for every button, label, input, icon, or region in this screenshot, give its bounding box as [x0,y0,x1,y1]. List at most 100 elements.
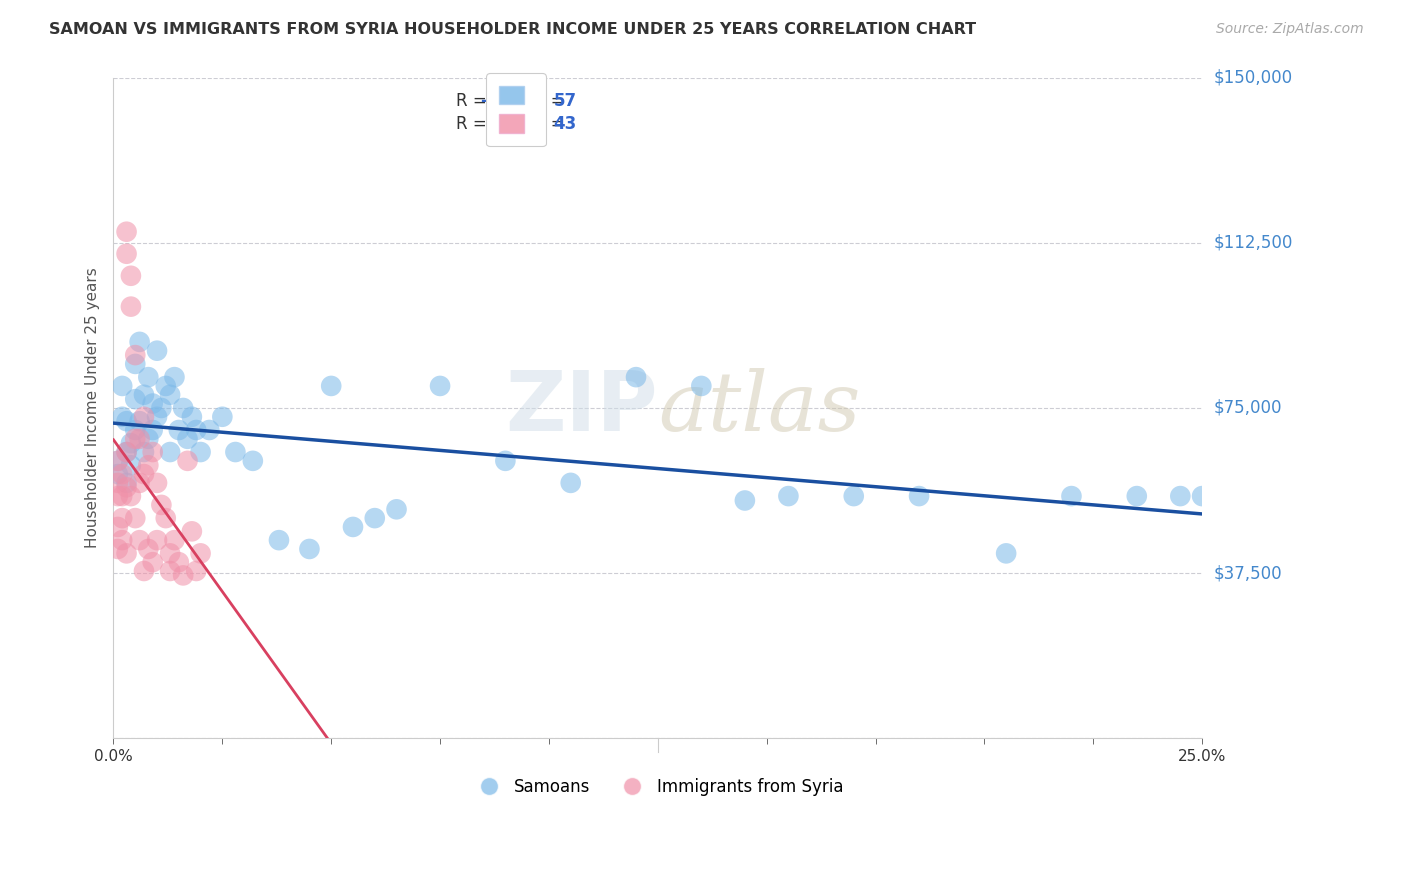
Point [342,520,364,534]
Point [908,489,931,503]
Text: $37,500: $37,500 [1213,565,1282,582]
Point [132,445,155,459]
Point [115,445,138,459]
Point [111,409,134,424]
Point [190,445,212,459]
Point [167,423,190,437]
Text: Source: ZipAtlas.com: Source: ZipAtlas.com [1216,22,1364,37]
Point [180,524,202,539]
Point [128,334,150,349]
Point [198,423,221,437]
Point [186,564,208,578]
Text: 57: 57 [554,92,576,110]
Point [128,414,150,428]
Point [136,370,159,384]
Point [842,489,865,503]
Point [624,370,647,384]
Point [242,454,264,468]
Point [120,436,142,450]
Point [155,379,177,393]
Point [995,546,1018,560]
Point [176,454,198,468]
Point [1060,489,1083,503]
Point [107,475,129,490]
Point [115,546,138,560]
Point [167,555,190,569]
Point [107,541,129,556]
Point [186,423,208,437]
Point [163,533,186,548]
Point [124,511,146,525]
Point [180,409,202,424]
Point [132,409,155,424]
Point [136,432,159,446]
Point [429,379,451,393]
Point [190,546,212,560]
Point [155,511,177,525]
Point [159,445,181,459]
Point [150,498,173,512]
Point [115,246,138,260]
Point [159,546,181,560]
Text: 43: 43 [554,115,576,133]
Point [132,564,155,578]
Point [120,300,142,314]
Point [142,555,165,569]
Point [142,445,165,459]
Legend: Samoans, Immigrants from Syria: Samoans, Immigrants from Syria [465,772,851,803]
Point [146,475,169,490]
Text: R =: R = [457,92,492,110]
Point [136,458,159,473]
Point [267,533,290,548]
Text: $75,000: $75,000 [1213,399,1282,417]
Text: R =: R = [457,115,492,133]
Point [111,511,134,525]
Point [111,467,134,481]
Point [1191,489,1213,503]
Point [111,533,134,548]
Point [298,541,321,556]
Text: N =: N = [533,115,569,133]
Y-axis label: Householder Income Under 25 years: Householder Income Under 25 years [86,268,100,549]
Point [224,445,246,459]
Point [1168,489,1191,503]
Text: atlas: atlas [658,368,860,448]
Point [120,489,142,503]
Point [560,475,582,490]
Point [146,343,169,358]
Point [124,357,146,371]
Point [142,396,165,410]
Point [211,409,233,424]
Point [146,409,169,424]
Point [128,533,150,548]
Point [385,502,408,516]
Text: -0.058: -0.058 [481,92,540,110]
Point [159,388,181,402]
Point [159,564,181,578]
Point [115,480,138,494]
Point [132,388,155,402]
Point [128,475,150,490]
Text: N =: N = [533,92,569,110]
Point [128,432,150,446]
Point [136,541,159,556]
Text: SAMOAN VS IMMIGRANTS FROM SYRIA HOUSEHOLDER INCOME UNDER 25 YEARS CORRELATION CH: SAMOAN VS IMMIGRANTS FROM SYRIA HOUSEHOL… [49,22,976,37]
Point [172,401,194,415]
Point [321,379,343,393]
Point [107,454,129,468]
Point [778,489,800,503]
Point [115,445,138,459]
Point [124,432,146,446]
Point [124,348,146,362]
Point [734,493,756,508]
Point [107,467,129,481]
Point [364,511,387,525]
Point [172,568,194,582]
Point [124,392,146,406]
Text: $150,000: $150,000 [1213,69,1292,87]
Text: ZIP: ZIP [505,368,658,449]
Point [163,370,186,384]
Point [494,454,516,468]
Point [107,520,129,534]
Point [115,225,138,239]
